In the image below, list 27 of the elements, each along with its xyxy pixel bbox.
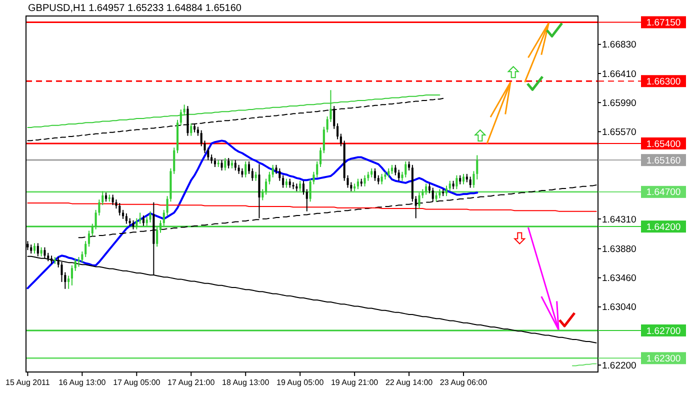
ref-line-label: 1.67150 [646,18,681,29]
x-tick-label: 22 Aug 14:00 [385,378,434,387]
ref-line-label: 1.62700 [646,326,681,337]
x-tick-label: 17 Aug 21:00 [168,378,216,387]
y-tick-label: 1.63040 [602,302,636,314]
y-tick-label: 1.63460 [602,273,636,284]
x-tick-label: 19 Aug 21:00 [330,378,379,387]
y-tick-label: 1.66830 [602,40,636,51]
x-tick-label: 15 Aug 2011 [6,378,50,387]
ref-line-label: 1.65160 [646,155,681,166]
y-tick-label: 1.65990 [602,98,636,109]
ref-line-label: 1.64700 [646,187,681,198]
ref-line-label: 1.66300 [646,76,681,88]
chart-title: GBPUSD,H1 1.64957 1.65233 1.64884 1.65160 [28,3,242,14]
ref-line-label: 1.65400 [646,138,681,150]
x-tick-label: 23 Aug 06:00 [440,378,488,387]
x-tick-label: 18 Aug 13:00 [222,378,270,387]
y-tick-label: 1.65570 [602,126,636,138]
y-tick-label: 1.64310 [602,214,636,226]
y-tick-label: 1.66410 [602,68,636,80]
x-tick-label: 19 Aug 05:00 [276,378,324,387]
ref-line-label: 1.62300 [646,353,681,364]
y-tick-label: 1.63880 [602,244,636,256]
x-tick-label: 17 Aug 05:00 [113,378,161,387]
ref-line-label: 1.64200 [646,222,681,233]
x-tick-label: 16 Aug 13:00 [58,378,106,387]
y-tick-label: 1.62200 [602,360,636,372]
